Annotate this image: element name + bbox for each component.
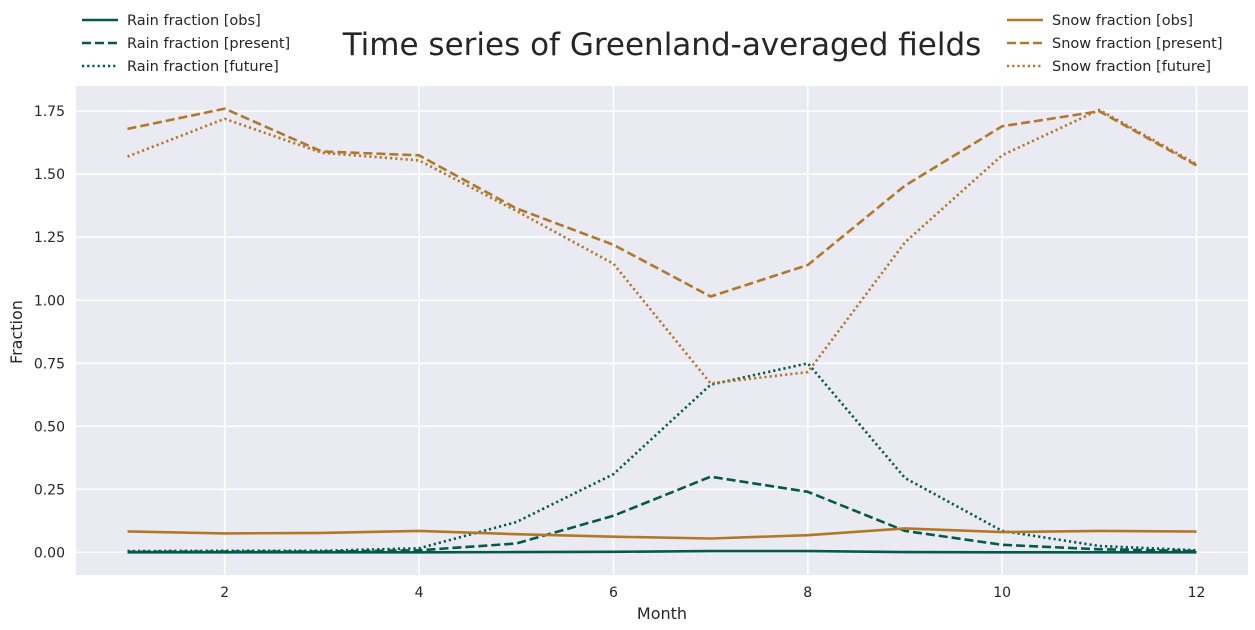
y-tick-label: 0.50: [34, 419, 65, 435]
y-tick-label: 1.00: [34, 293, 65, 309]
series-line: [127, 549, 1197, 554]
legend-right: Snow fraction [obs] Snow fraction [presen…: [1007, 13, 1222, 75]
y-tick-label: 1.75: [34, 104, 65, 120]
x-tick-label: 12: [1188, 585, 1206, 601]
x-tick-label: 2: [220, 585, 229, 601]
plot-area: [76, 86, 1248, 575]
x-tick-label: 8: [803, 585, 812, 601]
legend-label: Rain fraction [future]: [127, 59, 279, 75]
grid: [76, 86, 1248, 575]
y-tick-label: 0.75: [34, 356, 65, 372]
series-line: [127, 108, 1198, 385]
legend-label: Rain fraction [obs]: [127, 13, 261, 29]
series-line: [127, 361, 1197, 553]
series-line: [127, 527, 1197, 540]
series-line: [127, 475, 1197, 554]
legend-label: Snow fraction [obs]: [1052, 13, 1193, 29]
x-tick-label: 10: [993, 585, 1011, 601]
y-tick-labels: 0.00 0.25 0.50 0.75 1.00 1.25 1.50 1.75: [34, 104, 65, 561]
y-tick-label: 0.25: [34, 482, 65, 498]
x-tick-labels: 2 4 6 8 10 12: [220, 585, 1205, 601]
series-lines: [127, 107, 1198, 554]
series-line: [127, 107, 1198, 298]
y-tick-label: 1.25: [34, 230, 65, 246]
chart-title: Time series of Greenland-averaged fields: [342, 27, 982, 63]
y-axis-label: Fraction: [7, 300, 26, 364]
y-tick-label: 1.50: [34, 167, 65, 183]
x-tick-label: 4: [415, 585, 424, 601]
x-axis-label: Month: [637, 604, 687, 623]
legend-label: Snow fraction [future]: [1052, 59, 1211, 75]
legend-label: Rain fraction [present]: [127, 36, 290, 52]
x-tick-label: 6: [609, 585, 618, 601]
legend-left: Rain fraction [obs] Rain fraction [presen…: [82, 13, 290, 75]
legend-label: Snow fraction [present]: [1052, 36, 1222, 52]
y-tick-label: 0.00: [34, 545, 65, 561]
